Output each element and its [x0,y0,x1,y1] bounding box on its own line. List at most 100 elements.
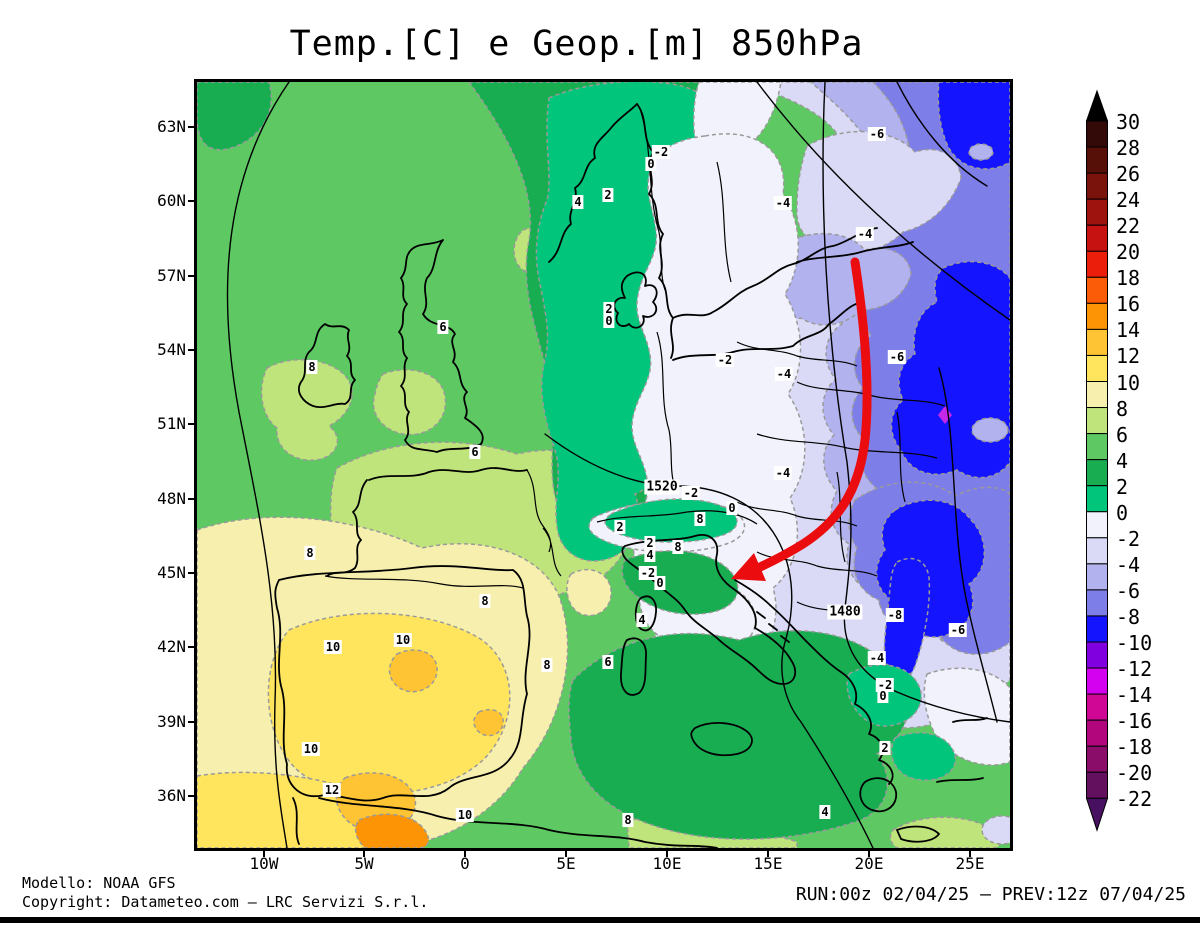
colorbar-label: -8 [1116,604,1141,629]
lon-label: 5E [556,854,576,873]
lat-tick [188,572,197,574]
lon-tick [565,848,567,857]
zone-light-yellow-green-ireland [260,358,353,461]
cold-air-arrow-head [731,553,766,581]
colorbar-label: -2 [1116,526,1141,551]
lat-label: 48N [157,489,186,508]
chart-title: Temp.[C] e Geop.[m] 850hPa [289,24,864,64]
temperature-colorbar: 30 28 26 24 22 20 18 16 14 12 10 8 6 4 2 0 -2 -4 -6 -8 -10 -1… [1085,88,1196,848]
colorbar-cell [1086,719,1108,747]
zone-light-yellow-green-wales [372,369,447,436]
lon-label: 5W [354,854,374,873]
colorbar-cell [1086,589,1108,617]
lat-tick [188,349,197,351]
lat-tick [188,126,197,128]
geopotential-line-atlantic [226,82,290,848]
colorbar-cell [1086,146,1108,174]
lat-tick [188,275,197,277]
lon-label: 0 [460,854,470,873]
zone-deep-blue-right-strip [883,557,931,683]
colorbar-label: 0 [1116,500,1129,525]
coastline-sardinia [620,637,647,696]
lon-tick [263,848,265,857]
lon-label: 25E [955,854,985,873]
coastline-turkey [936,717,988,783]
coastline-adriatic-east [734,579,842,673]
colorbar-cell [1086,771,1108,799]
coastline-iberia [274,565,531,802]
colorbar-cell [1086,641,1108,669]
border-lines-west [324,469,758,589]
zone-dark-green-corner [197,82,272,151]
colorbar-cell [1086,407,1108,435]
lat-label: 39N [157,712,186,731]
colorbar-cell [1086,667,1108,695]
colorbar-arrow-down [1085,797,1109,832]
colorbar-svg [1085,89,1109,832]
map-area: -6 -2 0 2 4 -4 -4 2 0 6 -6 -2 8 -4 6 -4 -2 0 8 2 2 8 4 8 -2 0 8 -8… [194,79,1013,851]
colorbar-label: 12 [1116,344,1141,369]
zone-orange-yellow-spain-3 [473,708,504,737]
colorbar-label: -14 [1116,683,1153,708]
lon-tick [363,848,365,857]
coastline-baltic-south [672,301,864,361]
colorbar-label: 8 [1116,396,1129,421]
colorbar-cell [1086,563,1108,591]
zone-emerald-greece-2 [890,732,956,781]
colorbar-cell [1086,693,1108,721]
coastline-norway [548,103,638,263]
colorbar-label: -10 [1116,631,1153,655]
zone-pale-yellow-corsica-west [566,569,612,617]
zone-emerald-alps-ridge [604,498,738,543]
colorbar-cell [1086,250,1108,278]
colorbar-label: -18 [1116,735,1153,760]
coastline-sicily [690,722,753,757]
colorbar-label: -22 [1116,787,1153,812]
border-lines-scandinavia [640,111,732,291]
lat-label: 42N [157,637,186,656]
zone-yellow-spain [267,612,511,795]
coastline-greece [840,671,940,843]
lon-tick [464,848,466,857]
colorbar-arrow-up [1085,89,1109,122]
colorbar-label: -20 [1116,761,1153,786]
zone-orange-yellow-spain-1 [388,649,438,693]
colorbar-label: 30 [1116,110,1141,134]
colorbar-label: -4 [1116,552,1141,577]
colorbar-label: 18 [1116,266,1141,291]
bottom-rule [0,917,1200,923]
footer-run-text: RUN:00z 02/04/25 — PREV:12z 07/04/25 [795,884,1186,905]
lon-tick [868,848,870,857]
zone-periwinkle-oval-corner [968,143,994,161]
lat-tick [188,795,197,797]
cold-air-arrow-shaft [753,257,872,573]
colorbar-label: 28 [1116,136,1141,161]
colorbar-cell [1086,276,1108,304]
colorbar-cell [1086,120,1108,148]
lat-label: 51N [157,414,186,433]
lon-label: 10E [652,854,682,873]
lat-tick [188,200,197,202]
geopotential-line-1480 [822,82,1010,723]
zone-pale-lavender-baltic-wedge [796,130,962,253]
colorbar-cell [1086,615,1108,643]
coastline-ireland [298,323,356,408]
lat-tick [188,646,197,648]
lat-label: 36N [157,786,186,805]
lon-label: 20E [854,854,884,873]
colorbar-label: 2 [1116,474,1129,499]
colorbar-label: -16 [1116,709,1153,734]
colorbar-label: 4 [1116,448,1129,473]
colorbar-cell [1086,433,1108,461]
lon-tick [666,848,668,857]
colorbar-cell [1086,485,1108,513]
zone-deep-blue-corner [937,82,1010,170]
colorbar-label: 20 [1116,240,1141,265]
footer-model-text: Modello: NOAA GFS [22,874,176,892]
lon-tick [969,848,971,857]
colorbar-label: 26 [1116,162,1141,187]
geopotential-line-northeast [896,82,988,187]
border-lines-central [656,331,938,489]
colorbar-label: -6 [1116,578,1141,603]
geopotential-line-scandinavia [756,82,1010,321]
